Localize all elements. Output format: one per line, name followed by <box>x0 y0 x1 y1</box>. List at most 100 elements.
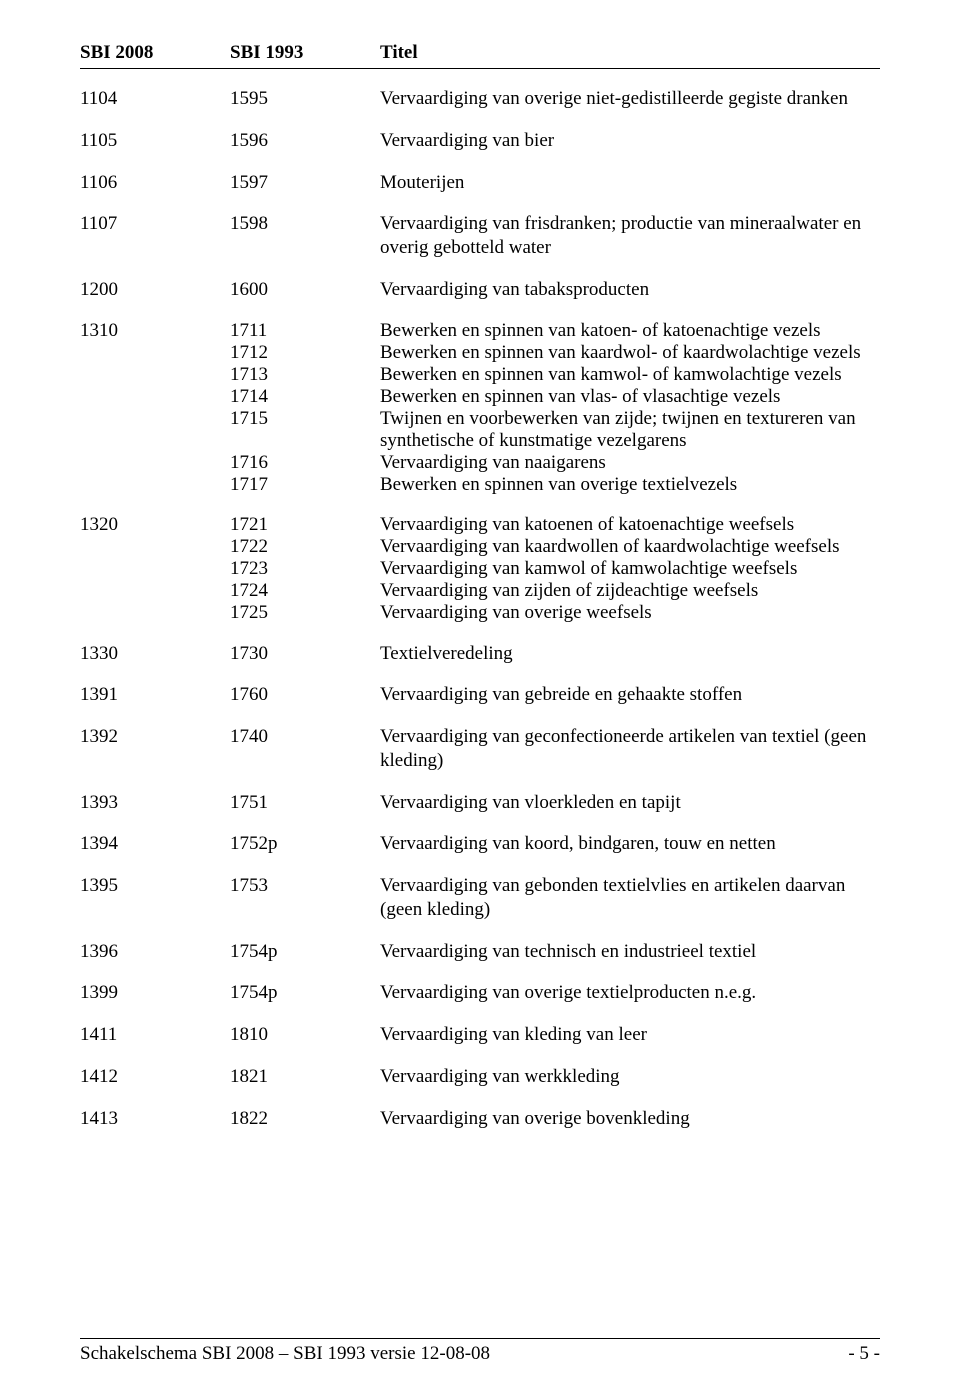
cell-titel: Vervaardiging van naaigarens <box>380 452 880 474</box>
cell-titel: Vervaardiging van overige bovenkleding <box>380 1107 880 1131</box>
cell-sbi2008: 1330 <box>80 642 230 666</box>
table-row: 1106 1597 Mouterijen <box>80 171 880 195</box>
cell-sbi2008: 1105 <box>80 129 230 153</box>
cell-sbi2008: 1393 <box>80 791 230 815</box>
header-col-sbi2008: SBI 2008 <box>80 42 230 64</box>
cell-sbi1993: 1711 <box>230 320 380 342</box>
cell-sbi2008: 1107 <box>80 212 230 260</box>
cell-sbi1993: 1725 <box>230 602 380 624</box>
table-row: 1396 1754p Vervaardiging van technisch e… <box>80 940 880 964</box>
table-header: SBI 2008 SBI 1993 Titel <box>80 42 880 69</box>
cell-titel: Vervaardiging van zijden of zijdeachtige… <box>380 580 880 602</box>
cell-sbi1993: 1595 <box>230 87 380 111</box>
cell-sbi1993: 1598 <box>230 212 380 260</box>
table-row: 1330 1730 Textielveredeling <box>80 642 880 666</box>
cell-titel: Vervaardiging van vloerkleden en tapijt <box>380 791 880 815</box>
cell-titel: Vervaardiging van overige textielproduct… <box>380 981 880 1005</box>
cell-sbi2008: 1200 <box>80 278 230 302</box>
cell-titel: Mouterijen <box>380 171 880 195</box>
table-row: 1394 1752p Vervaardiging van koord, bind… <box>80 832 880 856</box>
footer-text: Schakelschema SBI 2008 – SBI 1993 versie… <box>80 1343 490 1365</box>
cell-sbi1993: 1754p <box>230 940 380 964</box>
cell-sbi1993: 1596 <box>230 129 380 153</box>
cell-sbi2008: 1320 <box>80 514 230 536</box>
cell-sbi1993: 1751 <box>230 791 380 815</box>
cell-sbi1993: 1717 <box>230 474 380 496</box>
cell-sbi2008: 1310 <box>80 320 230 342</box>
cell-sbi1993: 1730 <box>230 642 380 666</box>
table-row: 1392 1740 Vervaardiging van geconfection… <box>80 725 880 773</box>
table-row: 1413 1822 Vervaardiging van overige bove… <box>80 1107 880 1131</box>
document-page: SBI 2008 SBI 1993 Titel 1104 1595 Vervaa… <box>0 0 960 1399</box>
cell-sbi1993: 1597 <box>230 171 380 195</box>
cell-sbi1993: 1753 <box>230 874 380 922</box>
cell-sbi1993: 1721 <box>230 514 380 536</box>
table-row: 1411 1810 Vervaardiging van kleding van … <box>80 1023 880 1047</box>
cell-titel: Bewerken en spinnen van vlas- of vlasach… <box>380 386 880 408</box>
header-col-titel: Titel <box>380 42 880 64</box>
cell-sbi2008: 1412 <box>80 1065 230 1089</box>
cell-titel: Vervaardiging van kaardwollen of kaardwo… <box>380 536 880 558</box>
cell-titel: Vervaardiging van gebonden textielvlies … <box>380 874 880 922</box>
table-row: 1107 1598 Vervaardiging van frisdranken;… <box>80 212 880 260</box>
cell-sbi1993: 1740 <box>230 725 380 773</box>
cell-sbi2008: 1411 <box>80 1023 230 1047</box>
table-row: 1104 1595 Vervaardiging van overige niet… <box>80 87 880 111</box>
cell-titel: Vervaardiging van kamwol of kamwolachtig… <box>380 558 880 580</box>
cell-sbi1993: 1600 <box>230 278 380 302</box>
cell-sbi1993: 1715 <box>230 408 380 452</box>
cell-titel: Vervaardiging van koord, bindgaren, touw… <box>380 832 880 856</box>
cell-titel: Textielveredeling <box>380 642 880 666</box>
cell-titel: Vervaardiging van katoenen of katoenacht… <box>380 514 880 536</box>
table-row: 1200 1600 Vervaardiging van tabaksproduc… <box>80 278 880 302</box>
page-footer: Schakelschema SBI 2008 – SBI 1993 versie… <box>80 1338 880 1365</box>
cell-sbi1993: 1716 <box>230 452 380 474</box>
cell-sbi2008: 1399 <box>80 981 230 1005</box>
cell-sbi1993: 1722 <box>230 536 380 558</box>
cell-sbi1993: 1810 <box>230 1023 380 1047</box>
table-row-group: 1310 1711 Bewerken en spinnen van katoen… <box>80 320 880 496</box>
cell-titel: Vervaardiging van kleding van leer <box>380 1023 880 1047</box>
cell-titel: Vervaardiging van overige niet-gedistill… <box>380 87 880 111</box>
cell-titel: Vervaardiging van werkkleding <box>380 1065 880 1089</box>
cell-sbi1993: 1714 <box>230 386 380 408</box>
cell-sbi1993: 1724 <box>230 580 380 602</box>
table-row: 1412 1821 Vervaardiging van werkkleding <box>80 1065 880 1089</box>
cell-titel: Bewerken en spinnen van kaardwol- of kaa… <box>380 342 880 364</box>
cell-sbi2008: 1392 <box>80 725 230 773</box>
cell-sbi1993: 1713 <box>230 364 380 386</box>
table-row: 1399 1754p Vervaardiging van overige tex… <box>80 981 880 1005</box>
cell-sbi1993: 1752p <box>230 832 380 856</box>
table-row: 1105 1596 Vervaardiging van bier <box>80 129 880 153</box>
table-row: 1391 1760 Vervaardiging van gebreide en … <box>80 683 880 707</box>
cell-sbi1993: 1754p <box>230 981 380 1005</box>
cell-titel: Vervaardiging van frisdranken; productie… <box>380 212 880 260</box>
cell-titel: Bewerken en spinnen van overige textielv… <box>380 474 880 496</box>
cell-sbi1993: 1821 <box>230 1065 380 1089</box>
cell-titel: Bewerken en spinnen van kamwol- of kamwo… <box>380 364 880 386</box>
cell-sbi2008: 1413 <box>80 1107 230 1131</box>
table-row: 1395 1753 Vervaardiging van gebonden tex… <box>80 874 880 922</box>
page-number: - 5 - <box>848 1343 880 1365</box>
cell-sbi2008: 1106 <box>80 171 230 195</box>
cell-sbi1993: 1712 <box>230 342 380 364</box>
cell-titel: Vervaardiging van gebreide en gehaakte s… <box>380 683 880 707</box>
cell-sbi2008: 1391 <box>80 683 230 707</box>
table-row-group: 1320 1721 Vervaardiging van katoenen of … <box>80 514 880 624</box>
cell-sbi2008: 1104 <box>80 87 230 111</box>
cell-sbi2008: 1394 <box>80 832 230 856</box>
cell-sbi2008: 1395 <box>80 874 230 922</box>
cell-titel: Bewerken en spinnen van katoen- of katoe… <box>380 320 880 342</box>
cell-sbi1993: 1760 <box>230 683 380 707</box>
cell-sbi1993: 1822 <box>230 1107 380 1131</box>
cell-titel: Vervaardiging van technisch en industrie… <box>380 940 880 964</box>
cell-titel: Vervaardiging van overige weefsels <box>380 602 880 624</box>
header-col-sbi1993: SBI 1993 <box>230 42 380 64</box>
cell-sbi1993: 1723 <box>230 558 380 580</box>
cell-titel: Vervaardiging van bier <box>380 129 880 153</box>
cell-sbi2008: 1396 <box>80 940 230 964</box>
cell-titel: Vervaardiging van geconfectioneerde arti… <box>380 725 880 773</box>
cell-titel: Twijnen en voorbewerken van zijde; twijn… <box>380 408 880 452</box>
cell-titel: Vervaardiging van tabaksproducten <box>380 278 880 302</box>
table-row: 1393 1751 Vervaardiging van vloerkleden … <box>80 791 880 815</box>
